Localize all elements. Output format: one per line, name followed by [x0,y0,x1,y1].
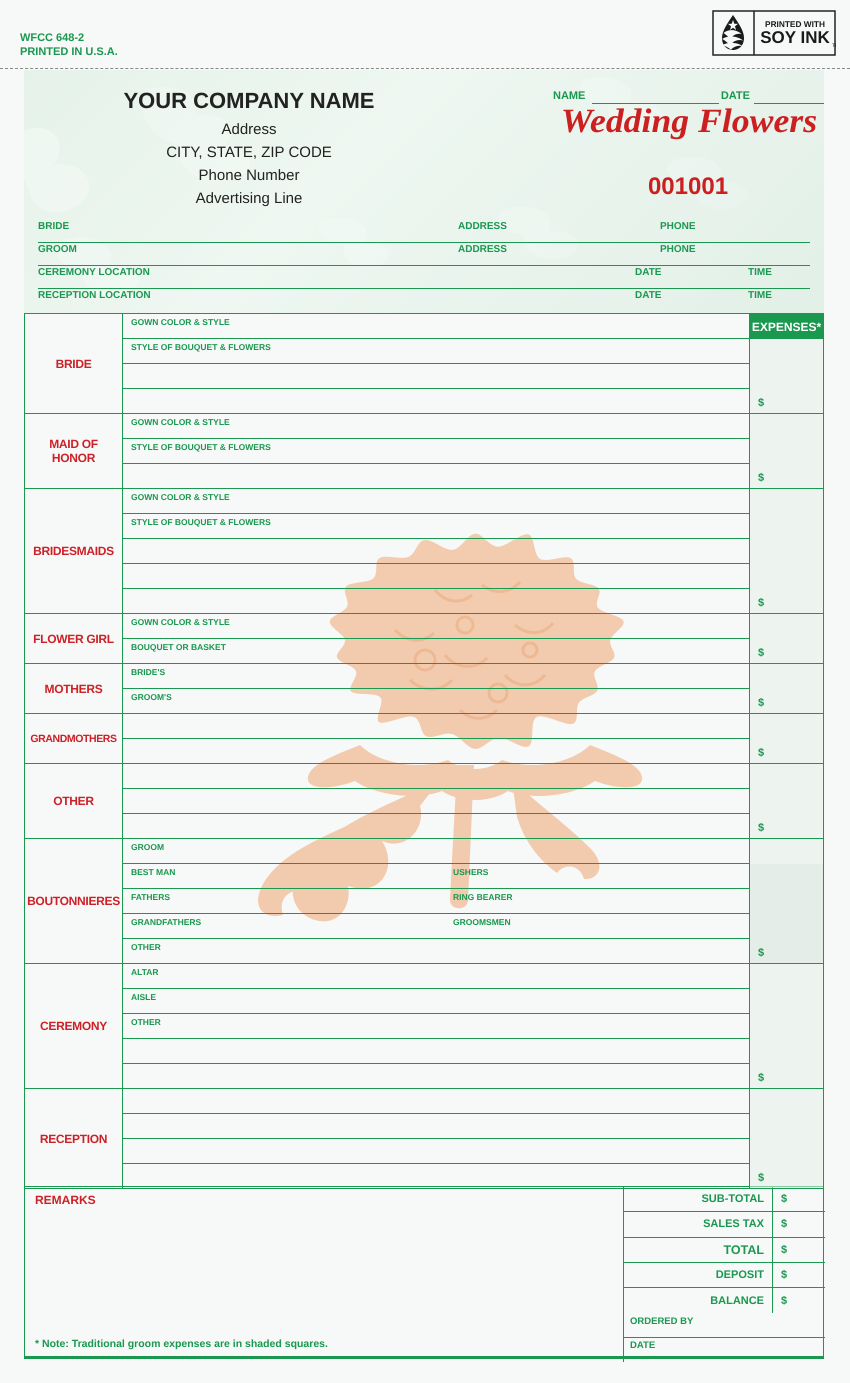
svg-text:TM: TM [832,43,836,49]
svg-text:SOY INK: SOY INK [760,28,830,47]
